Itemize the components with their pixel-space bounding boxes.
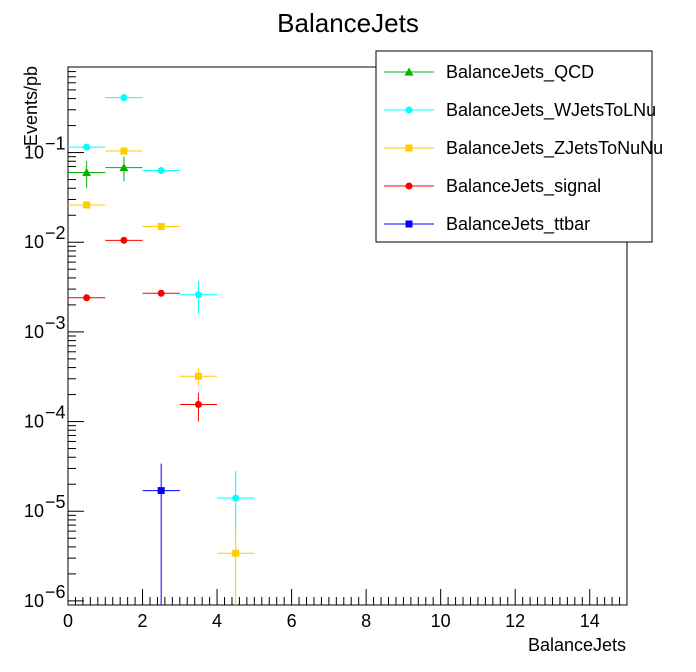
data-point	[179, 367, 218, 386]
point-marker	[157, 167, 165, 175]
point-marker	[232, 494, 240, 502]
legend-item: BalanceJets_WJetsToLNu	[384, 100, 656, 121]
y-tick-exponent: −4	[45, 403, 66, 423]
legend-marker	[405, 220, 413, 228]
y-axis: 10−110−210−310−410−510−6	[24, 66, 84, 611]
data-point	[217, 471, 255, 535]
data-series	[68, 94, 255, 605]
x-tick-label: 10	[431, 611, 451, 631]
point-marker	[83, 143, 91, 151]
legend-item: BalanceJets_ttbar	[384, 214, 590, 235]
point-marker	[120, 94, 128, 102]
y-tick-label: 10	[24, 591, 44, 611]
x-axis: 0 2 4 6 8 10 12 14	[63, 589, 628, 631]
y-tick-label: 10	[24, 322, 44, 342]
y-tick-label: 10	[24, 412, 44, 432]
point-marker	[82, 167, 92, 177]
data-point	[105, 94, 143, 102]
point-marker	[194, 372, 202, 380]
y-tick-label: 10	[24, 501, 44, 521]
x-tick-label: 4	[212, 611, 222, 631]
x-tick-label: 2	[138, 611, 148, 631]
data-point	[68, 201, 106, 209]
x-tick-label: 6	[287, 611, 297, 631]
data-point	[179, 280, 218, 314]
point-marker	[119, 163, 129, 172]
data-point	[105, 236, 143, 244]
legend-marker	[404, 67, 414, 76]
data-point	[68, 161, 106, 189]
data-point	[142, 289, 180, 297]
data-point	[142, 222, 180, 230]
legend-label: BalanceJets_ZJetsToNuNu	[446, 138, 663, 159]
data-point	[105, 156, 143, 182]
data-point	[179, 392, 218, 422]
point-marker	[232, 549, 240, 557]
x-tick-label: 12	[505, 611, 525, 631]
data-point	[217, 528, 255, 605]
y-tick-exponent: −3	[45, 313, 66, 333]
series-group	[68, 236, 218, 422]
chart-title: BalanceJets	[277, 8, 419, 38]
point-marker	[157, 222, 165, 230]
series-group	[68, 94, 255, 535]
x-tick-label: 0	[63, 611, 73, 631]
legend-label: BalanceJets_ttbar	[446, 214, 590, 235]
x-axis-label: BalanceJets	[528, 635, 626, 655]
legend-marker	[405, 182, 413, 190]
legend: BalanceJets_QCD BalanceJets_WJetsToLNu Bal…	[375, 50, 663, 243]
x-tick-label: 8	[361, 611, 371, 631]
legend-label: BalanceJets_WJetsToLNu	[446, 100, 656, 121]
data-point	[142, 463, 180, 605]
point-marker	[157, 289, 165, 297]
y-tick-exponent: −2	[45, 223, 66, 243]
point-marker	[120, 147, 128, 155]
y-tick-label: 10	[24, 232, 44, 252]
point-marker	[157, 487, 165, 495]
data-point	[105, 147, 143, 155]
y-tick-exponent: −6	[45, 582, 66, 602]
point-marker	[194, 400, 202, 408]
series-group	[142, 463, 180, 605]
y-axis-label: Events/pb	[21, 66, 41, 146]
legend-item: BalanceJets_QCD	[384, 62, 594, 83]
x-tick-label: 14	[580, 611, 600, 631]
point-marker	[194, 291, 202, 299]
legend-label: BalanceJets_QCD	[446, 62, 594, 83]
series-group	[68, 147, 255, 605]
series-group	[68, 156, 143, 189]
data-point	[142, 167, 180, 175]
legend-item: BalanceJets_ZJetsToNuNu	[384, 138, 663, 159]
legend-marker	[405, 144, 413, 152]
legend-item: BalanceJets_signal	[384, 176, 601, 197]
data-point	[68, 143, 106, 151]
legend-box	[375, 50, 653, 243]
point-marker	[83, 201, 91, 209]
point-marker	[120, 236, 128, 244]
legend-label: BalanceJets_signal	[446, 176, 601, 197]
point-marker	[83, 294, 91, 302]
data-point	[68, 294, 106, 302]
y-tick-label: 10	[24, 143, 44, 163]
y-tick-exponent: −1	[45, 134, 66, 154]
y-tick-exponent: −5	[45, 492, 66, 512]
legend-marker	[405, 106, 413, 114]
